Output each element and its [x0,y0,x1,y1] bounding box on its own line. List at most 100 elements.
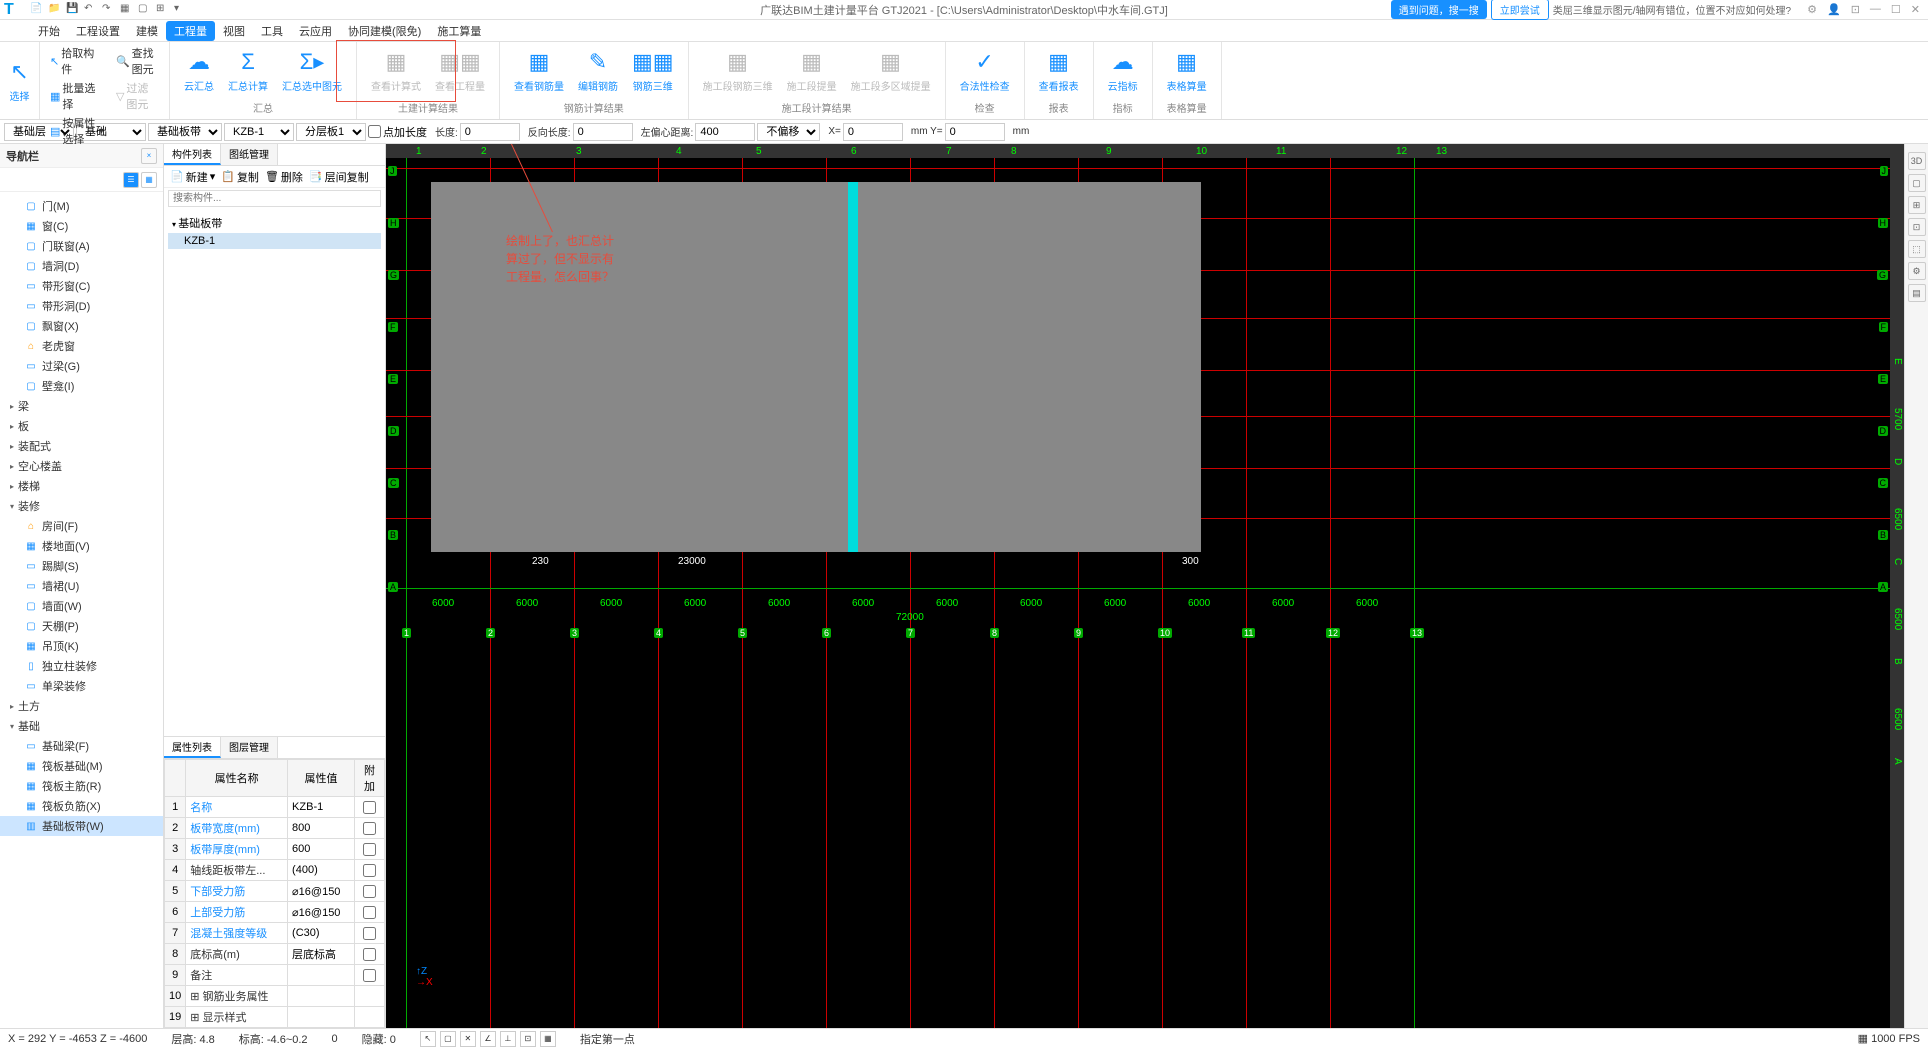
nav-item[interactable]: ▦吊顶(K) [0,636,163,656]
qat-icon[interactable]: ▦ [120,3,134,17]
ribbon-button[interactable]: ▦查看钢筋量 [508,44,570,97]
delete-button[interactable]: 🗑删除 [265,169,303,185]
tab-component-list[interactable]: 构件列表 [164,144,221,165]
ribbon-button[interactable]: ▦施工段多区域提量 [845,44,937,97]
nav-item[interactable]: ▢墙洞(D) [0,256,163,276]
nav-item[interactable]: ▭带形洞(D) [0,296,163,316]
ribbon-button[interactable]: ▦查看计算式 [365,44,427,97]
nav-item[interactable]: ▦筏板基础(M) [0,756,163,776]
point-add-check[interactable]: 点加长度 [368,124,427,140]
menu-item[interactable]: 工程量 [166,21,215,41]
component-item[interactable]: KZB-1 [168,233,381,249]
select-tool[interactable]: ↖ 选择 [4,54,36,107]
left-offset-input[interactable] [695,123,755,141]
nav-item[interactable]: ▢墙面(W) [0,596,163,616]
nav-item[interactable]: ▦筏板主筋(R) [0,776,163,796]
view-icon[interactable]: ⊞ [1908,196,1926,214]
ribbon-button[interactable]: ✓合法性检查 [954,44,1016,97]
close-icon[interactable]: ✕ [1911,3,1920,16]
sb-icon[interactable]: ▦ [540,1031,556,1047]
user-icon[interactable]: 👤 [1827,3,1841,16]
batch-select[interactable]: ▦批量选择 [48,79,106,113]
ribbon-button[interactable]: ▦查看报表 [1033,44,1085,97]
nav-item[interactable]: ▥基础板带(W) [0,816,163,836]
copy-button[interactable]: 📋复制 [221,169,259,185]
nav-item[interactable]: ▭单梁装修 [0,676,163,696]
nav-item[interactable]: ▦楼地面(V) [0,536,163,556]
component-select[interactable]: KZB-1 [224,123,294,141]
nav-item[interactable]: ▦筏板负筋(X) [0,796,163,816]
minimize-icon[interactable]: — [1870,3,1881,16]
sb-right-icon[interactable]: ▦ 1000 FPS [1858,1032,1920,1045]
help-icon[interactable]: ⊡ [1851,3,1860,16]
sb-icon[interactable]: ∠ [480,1031,496,1047]
view-icon[interactable]: ⬚ [1908,240,1926,258]
nav-group[interactable]: 梁 [0,396,163,416]
y-input[interactable] [945,123,1005,141]
nav-item[interactable]: ▭基础梁(F) [0,736,163,756]
menu-item[interactable]: 开始 [30,21,68,41]
nav-view-icon[interactable]: × [141,148,157,164]
sb-icon[interactable]: ⊥ [500,1031,516,1047]
nav-list-icon[interactable]: ☰ [123,172,139,188]
nav-item[interactable]: ⌂房间(F) [0,516,163,536]
ribbon-button[interactable]: ▦▦查看工程量 [429,44,491,97]
x-input[interactable] [843,123,903,141]
nav-grid-icon[interactable]: ▦ [141,172,157,188]
qat-icon[interactable]: ⊞ [156,3,170,17]
layer-select[interactable]: 分层板1 [296,123,366,141]
component-search[interactable] [168,190,381,207]
sb-icon[interactable]: ✕ [460,1031,476,1047]
ribbon-button[interactable]: ▦▦钢筋三维 [626,44,680,97]
sb-icon[interactable]: ↖ [420,1031,436,1047]
layer-copy-button[interactable]: 📑层间复制 [309,169,369,185]
nav-item[interactable]: ⌂老虎窗 [0,336,163,356]
view-icon[interactable]: ⚙ [1908,262,1926,280]
offset-select[interactable]: 不偏移 [757,123,820,141]
menu-item[interactable]: 建模 [128,21,166,41]
qat-icon[interactable]: ▾ [174,3,188,17]
qat-icon[interactable]: 📁 [48,3,62,17]
ribbon-button[interactable]: ☁云指标 [1102,44,1144,97]
nav-group[interactable]: 空心楼盖 [0,456,163,476]
qat-icon[interactable]: 📄 [30,3,44,17]
nav-group[interactable]: 板 [0,416,163,436]
nav-item[interactable]: ▭带形窗(C) [0,276,163,296]
ribbon-button[interactable]: ▦施工段钢筋三维 [697,44,779,97]
maximize-icon[interactable]: ☐ [1891,3,1901,16]
ribbon-button[interactable]: Σ汇总计算 [222,44,274,97]
qat-icon[interactable]: ▢ [138,3,152,17]
nav-item[interactable]: ▢门联窗(A) [0,236,163,256]
nav-item[interactable]: ▯独立柱装修 [0,656,163,676]
nav-item[interactable]: ▢门(M) [0,196,163,216]
help-search-button[interactable]: 遇到问题，搜一搜 [1391,0,1487,19]
view-icon[interactable]: ▢ [1908,174,1926,192]
nav-group[interactable]: 装修 [0,496,163,516]
nav-item[interactable]: ▭踢脚(S) [0,556,163,576]
drawing-canvas[interactable]: 12345678910111213 [386,144,1904,1028]
nav-item[interactable]: ▢壁龛(I) [0,376,163,396]
view-icon[interactable]: ⊡ [1908,218,1926,236]
reverse-input[interactable] [573,123,633,141]
select-by-prop[interactable]: ▤按属性选择▾ [48,114,106,148]
sb-icon[interactable]: ⊡ [520,1031,536,1047]
menu-item[interactable]: 视图 [215,21,253,41]
ribbon-button[interactable]: ▦施工段提量 [781,44,843,97]
nav-item[interactable]: ▭过梁(G) [0,356,163,376]
tab-layers[interactable]: 图层管理 [221,737,278,758]
view-icon[interactable]: ▤ [1908,284,1926,302]
menu-item[interactable]: 工程设置 [68,21,128,41]
nav-group[interactable]: 基础 [0,716,163,736]
ribbon-button[interactable]: ▦表格算量 [1161,44,1213,97]
sb-icon[interactable]: ▢ [440,1031,456,1047]
nav-item[interactable]: ▢飘窗(X) [0,316,163,336]
ribbon-button[interactable]: ☁云汇总 [178,44,220,97]
tab-drawing-mgmt[interactable]: 图纸管理 [221,144,278,165]
filter-element[interactable]: ▽过滤图元 [114,79,161,113]
nav-item[interactable]: ▭墙裙(U) [0,576,163,596]
menu-item[interactable]: 协同建模(限免) [340,21,429,41]
settings-icon[interactable]: ⚙ [1807,3,1817,16]
view-3d-icon[interactable]: 3D [1908,152,1926,170]
pick-component[interactable]: ↖拾取构件 [48,44,106,78]
nav-group[interactable]: 楼梯 [0,476,163,496]
